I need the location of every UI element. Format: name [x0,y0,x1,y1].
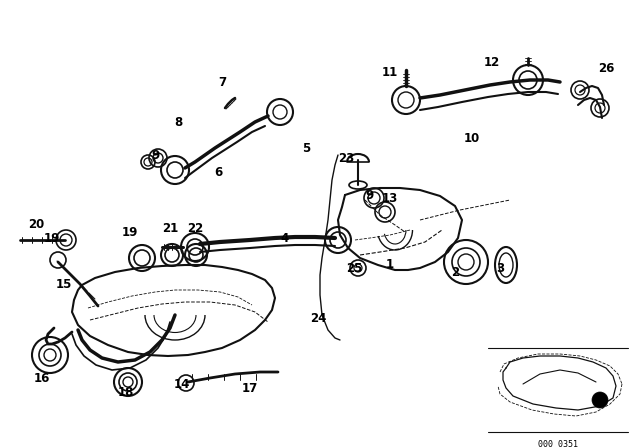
Text: 1: 1 [386,258,394,271]
Text: 17: 17 [242,382,258,395]
Text: 20: 20 [28,217,44,231]
Text: 6: 6 [214,165,222,178]
Text: 3: 3 [496,262,504,275]
Text: 19: 19 [44,232,60,245]
Text: 10: 10 [464,132,480,145]
Text: 4: 4 [281,232,289,245]
Text: 2: 2 [451,266,459,279]
Text: 24: 24 [310,311,326,324]
Circle shape [592,392,608,408]
Text: 000 0351: 000 0351 [538,439,578,448]
Text: 11: 11 [382,65,398,78]
Text: 9: 9 [366,189,374,202]
Text: 12: 12 [484,56,500,69]
Text: 26: 26 [598,61,614,74]
Text: 25: 25 [346,262,362,275]
Text: 22: 22 [187,221,203,234]
Text: 18: 18 [118,385,134,399]
Text: 23: 23 [338,151,354,164]
Text: 19: 19 [122,225,138,238]
Text: 8: 8 [174,116,182,129]
Text: 21: 21 [162,221,178,234]
Text: 13: 13 [382,191,398,204]
Text: 15: 15 [56,279,72,292]
Text: 5: 5 [302,142,310,155]
Text: 7: 7 [218,76,226,89]
Text: 9: 9 [152,148,160,161]
Text: 16: 16 [34,371,50,384]
Text: 14: 14 [174,379,190,392]
